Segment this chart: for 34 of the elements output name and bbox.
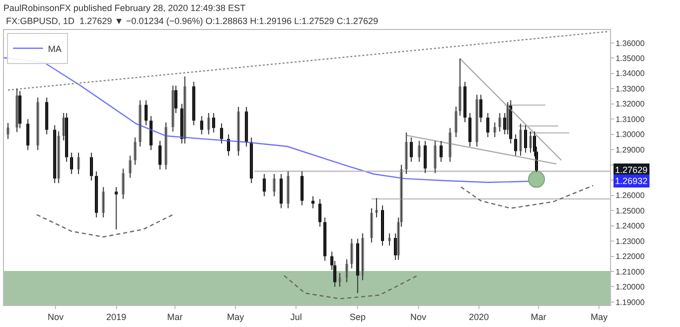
y-tick-label: 1.26000 — [616, 191, 646, 200]
chart-title: PaulRobinsonFX published February 28, 2020 12:49:38 EST — [3, 3, 246, 14]
y-tick-label: 1.25000 — [616, 206, 646, 216]
y-tick-label: 1.34000 — [616, 69, 646, 78]
x-tick-label: Nov — [410, 312, 427, 322]
chart-subtitle: FX:GBPUSD, 1D 1.27629 ▼ −0.01234 (−0.96%) O:1.28863 H:1.29196 L:1.27529 C:1.27629 — [6, 16, 378, 26]
line-series — [284, 274, 420, 300]
y-tick-label: 1.30000 — [616, 130, 646, 140]
y-tick-label: 1.35000 — [616, 54, 646, 63]
y-tick-label: 1.32000 — [616, 100, 646, 109]
line-series — [460, 184, 594, 209]
x-tick-label: 2019 — [106, 312, 126, 322]
x-tick-label: Mar — [167, 312, 183, 322]
y-tick-label: 1.21000 — [616, 267, 646, 276]
x-tick-label: 2020 — [468, 312, 489, 322]
y-tick-label: 1.29000 — [616, 145, 646, 154]
x-tick-label: Mar — [530, 312, 546, 322]
y-tick-label: 1.36000 — [616, 38, 646, 48]
x-tick-label: May — [226, 312, 244, 322]
annotation: 1.26932 — [615, 176, 648, 186]
x-tick-label: Jul — [290, 312, 302, 322]
y-tick-label: 1.31000 — [616, 114, 646, 124]
legend-label: MA — [48, 44, 62, 54]
y-tick-label: 1.23000 — [616, 236, 646, 246]
y-tick-label: 1.20000 — [616, 282, 646, 292]
x-tick-label: Sep — [350, 312, 366, 322]
x-tick-label: May — [590, 312, 608, 322]
y-tick-label: 1.24000 — [616, 222, 646, 231]
x-tick-label: Nov — [48, 312, 64, 322]
y-tick-label: 1.19000 — [616, 298, 646, 307]
annotation: 1.27629 — [615, 165, 648, 175]
y-tick-label: 1.22000 — [616, 252, 646, 262]
y-tick-label: 1.33000 — [616, 84, 646, 94]
line-series — [36, 214, 174, 238]
